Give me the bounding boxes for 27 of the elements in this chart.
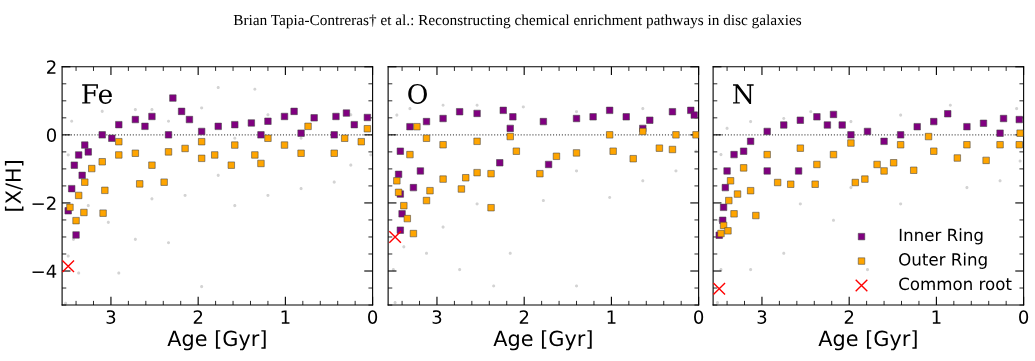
text: N — [733, 84, 754, 104]
y-tick-label: 2 — [47, 60, 56, 74]
x-tick-label: 3 — [757, 310, 767, 324]
y-axis-title: [X/H] — [4, 161, 24, 211]
x-axis-title: Age [Gyr] — [167, 330, 266, 351]
y-tick-label: −2 — [32, 196, 56, 210]
x-tick-label: 2 — [519, 310, 529, 324]
x-tick-label: 1 — [281, 310, 290, 324]
x-tick-label: 3 — [432, 310, 442, 324]
x-tick-label: 3 — [106, 310, 116, 324]
y-tick-label: −4 — [32, 264, 57, 278]
x-tick-label: 2 — [844, 310, 854, 324]
x-tick-label: 0 — [694, 310, 704, 324]
legend-label: Outer Ring — [899, 252, 987, 269]
x-tick-label: 1 — [607, 310, 616, 324]
y-tick-label: 0 — [46, 128, 57, 142]
text: Brian Tapia-Contreras† et al.: Reconstructing chemical enrichment pathways in disc galaxies — [233, 14, 802, 29]
legend-label: Inner Ring — [899, 228, 983, 245]
text: Fe — [82, 84, 112, 104]
x-tick-label: 2 — [193, 310, 203, 324]
x-axis-title: Age [Gyr] — [818, 330, 917, 351]
x-tick-label: 0 — [368, 310, 378, 324]
text: O — [408, 83, 427, 104]
x-axis-title: Age [Gyr] — [493, 330, 592, 351]
x-tick-label: 1 — [932, 310, 941, 324]
x-tick-label: 0 — [1019, 310, 1029, 324]
legend-label: Common root — [899, 277, 1012, 291]
